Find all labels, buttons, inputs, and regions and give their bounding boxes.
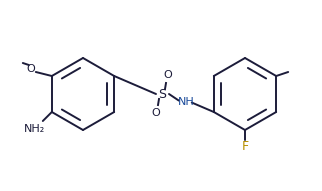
Text: NH₂: NH₂: [24, 124, 45, 134]
Text: O: O: [152, 108, 160, 118]
Text: F: F: [242, 141, 249, 154]
Text: O: O: [164, 70, 172, 80]
Text: S: S: [158, 87, 166, 100]
Text: NH: NH: [177, 97, 194, 107]
Text: O: O: [26, 64, 35, 74]
